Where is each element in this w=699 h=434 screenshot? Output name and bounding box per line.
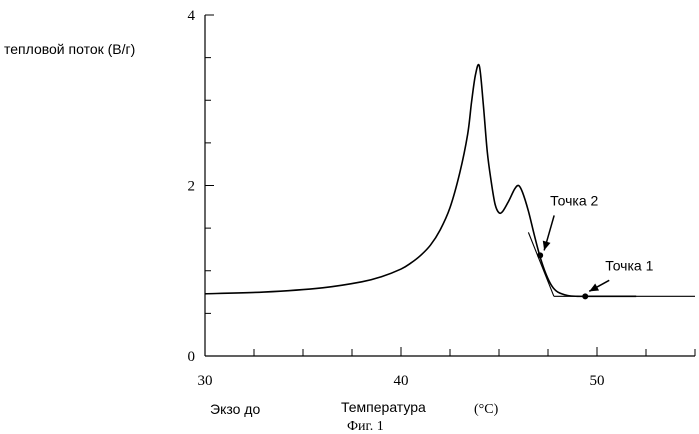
y-tick-label: 0 bbox=[188, 349, 196, 365]
figure-caption: Фиг. 1 bbox=[347, 419, 384, 434]
ticks: 30 40 50 0 2 4 bbox=[188, 8, 696, 389]
axes bbox=[205, 15, 695, 356]
annotations: Точка 2 Точка 1 bbox=[537, 192, 653, 299]
legend-note: Экзо до bbox=[210, 401, 260, 417]
x-axis-unit: (°C) bbox=[474, 402, 499, 417]
point-marker bbox=[582, 293, 588, 299]
tangent-line bbox=[528, 232, 553, 296]
point-marker bbox=[537, 252, 543, 258]
y-axis-label: тепловой поток (В/г) bbox=[4, 41, 135, 57]
x-tick-label: 50 bbox=[590, 373, 605, 389]
y-tick-label: 2 bbox=[188, 179, 196, 195]
x-axis-label: Температура bbox=[341, 399, 426, 415]
point-label: Точка 1 bbox=[605, 257, 653, 273]
x-tick-label: 40 bbox=[394, 373, 409, 389]
x-tick-label: 30 bbox=[198, 373, 213, 389]
y-tick-label: 4 bbox=[188, 8, 196, 24]
heat-flow-curve bbox=[205, 65, 636, 297]
point-label: Точка 2 bbox=[550, 192, 598, 208]
